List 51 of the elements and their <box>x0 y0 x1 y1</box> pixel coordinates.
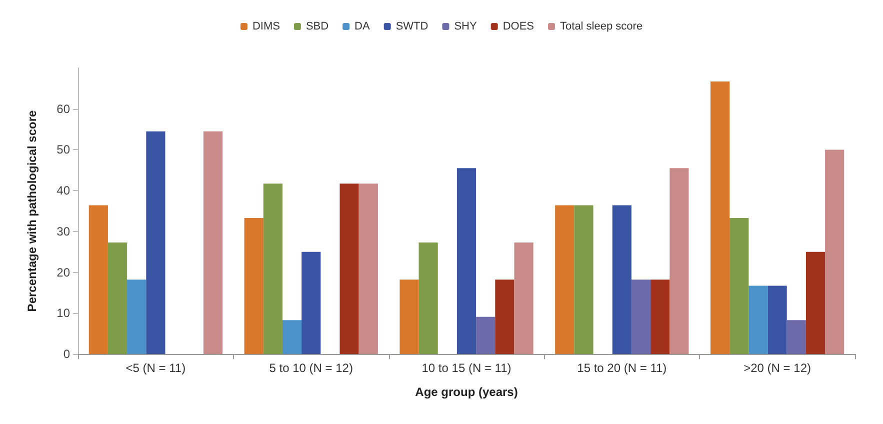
bar <box>612 205 632 354</box>
bar <box>748 286 768 354</box>
bar <box>146 131 166 354</box>
bar <box>203 131 223 354</box>
bar <box>476 316 496 354</box>
x-axis-title: Age group (years) <box>415 385 518 399</box>
x-tick-label: 10 to 15 (N = 11) <box>422 361 512 375</box>
x-tick-label: <5 (N = 11) <box>126 361 186 375</box>
legend-label: DIMS <box>252 20 280 32</box>
legend-label: SWTD <box>396 20 428 32</box>
y-tick-label: 20 <box>56 265 70 280</box>
bar <box>88 205 108 354</box>
y-axis-title: Percentage with pathological score <box>25 110 39 312</box>
legend-label: SHY <box>454 20 478 32</box>
bar <box>302 252 321 354</box>
bar <box>400 280 419 354</box>
bar <box>263 184 282 354</box>
bar <box>108 242 128 354</box>
bar <box>786 320 806 354</box>
bar <box>631 280 651 354</box>
bar <box>358 184 378 354</box>
legend-label: Total sleep score <box>560 20 643 32</box>
y-tick-label: 60 <box>56 102 70 116</box>
y-tick-label: 50 <box>56 142 70 157</box>
legend-label: DA <box>354 20 371 32</box>
x-tick-label: 15 to 20 (N = 11) <box>577 361 667 375</box>
bar <box>710 81 730 354</box>
x-tick-label: 5 to 10 (N = 12) <box>269 361 353 375</box>
y-tick-label: 10 <box>56 306 70 320</box>
bar <box>670 168 689 354</box>
bar <box>127 280 146 354</box>
legend-label: DOES <box>502 20 534 32</box>
bar <box>806 252 826 354</box>
bar <box>574 205 594 354</box>
y-tick-label: 0 <box>63 347 70 361</box>
bar <box>456 168 476 354</box>
legend-label: SBD <box>306 20 329 32</box>
bar <box>495 280 514 354</box>
bar <box>244 218 264 354</box>
bar <box>282 320 302 354</box>
bar <box>825 150 844 354</box>
bar <box>730 218 749 354</box>
y-tick-label: 30 <box>56 224 70 238</box>
bar <box>768 286 787 354</box>
bar <box>555 205 574 354</box>
bar <box>650 280 670 354</box>
y-tick-label: 40 <box>56 184 70 198</box>
bar <box>418 242 438 354</box>
x-tick-label: >20 (N = 12) <box>744 361 811 375</box>
bar <box>514 242 534 354</box>
bar <box>340 184 359 354</box>
